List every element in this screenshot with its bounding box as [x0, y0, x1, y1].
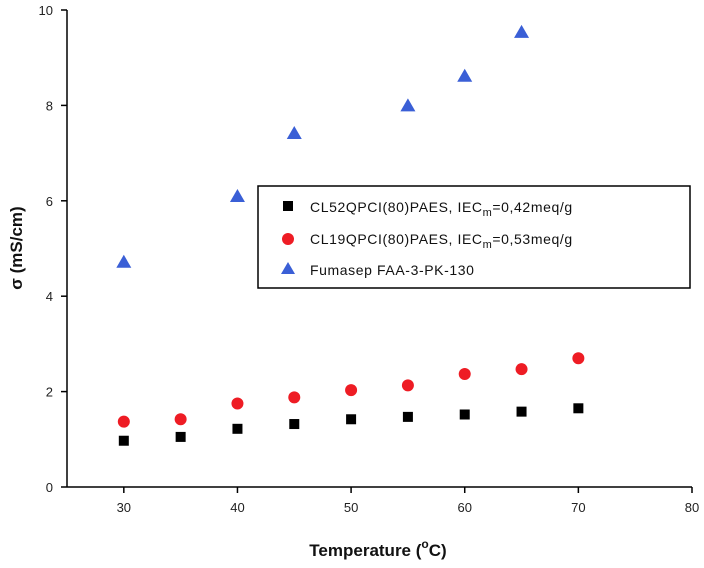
axes	[66, 10, 692, 488]
series-0-point	[402, 411, 413, 422]
series-1-point	[572, 352, 585, 365]
x-tick-label: 60	[457, 500, 471, 515]
y-tick-label: 6	[46, 194, 53, 209]
series-2-point	[514, 24, 530, 38]
x-ticks: 30 40 50 60 70 80	[117, 487, 699, 515]
y-tick-label: 2	[46, 385, 53, 400]
data-points	[116, 24, 585, 446]
series-0-point	[232, 423, 243, 434]
series-1-point	[231, 397, 244, 410]
series-0-point	[175, 431, 186, 442]
legend-label-fumasep: Fumasep FAA-3-PK-130	[310, 262, 475, 278]
legend: CL52QPCI(80)PAES, IECm=0,42meq/g CL19QPC…	[257, 185, 691, 289]
legend-triangle-marker	[281, 262, 295, 274]
legend-entry-cl19: CL19QPCI(80)PAES, IECm=0,53meq/g	[282, 231, 573, 251]
series-0-point	[516, 406, 527, 417]
series-2-point	[457, 68, 473, 82]
legend-box	[257, 185, 691, 289]
series-0-point	[459, 409, 470, 420]
legend-label-cl19: CL19QPCI(80)PAES, IECm=0,53meq/g	[310, 231, 573, 251]
series-1-point	[117, 415, 130, 428]
series-0-point	[289, 419, 300, 430]
y-axis-title: σ (mS/cm)	[7, 206, 26, 289]
series-0-point	[118, 435, 129, 446]
y-ticks: 0 2 4 6 8 10	[39, 3, 67, 495]
y-tick-label: 0	[46, 480, 53, 495]
series-2-point	[229, 188, 245, 202]
x-tick-label: 70	[571, 500, 585, 515]
x-axis-title: Temperature (oC)	[309, 537, 446, 560]
y-tick-label: 4	[46, 289, 53, 304]
series-2-point	[400, 98, 416, 112]
series-2-point	[116, 254, 132, 268]
series-1-point	[174, 413, 187, 426]
y-tick-label: 8	[46, 98, 53, 113]
legend-entry-cl52: CL52QPCI(80)PAES, IECm=0,42meq/g	[283, 199, 573, 219]
series-1-point	[288, 391, 301, 404]
series-0-point	[346, 414, 357, 425]
x-tick-label: 30	[117, 500, 131, 515]
legend-label-cl52: CL52QPCI(80)PAES, IECm=0,42meq/g	[310, 199, 573, 219]
series-1-point	[401, 379, 414, 392]
x-tick-label: 50	[344, 500, 358, 515]
series-1-point	[345, 384, 358, 397]
legend-circle-marker	[282, 233, 294, 245]
x-tick-label: 80	[685, 500, 699, 515]
legend-square-marker	[283, 201, 293, 211]
series-1-point	[515, 363, 528, 376]
series-1-point	[458, 367, 471, 380]
series-0-point	[573, 403, 584, 414]
x-tick-label: 40	[230, 500, 244, 515]
legend-entry-fumasep: Fumasep FAA-3-PK-130	[281, 262, 475, 278]
series-2-point	[286, 126, 302, 140]
y-tick-label: 10	[39, 3, 53, 18]
